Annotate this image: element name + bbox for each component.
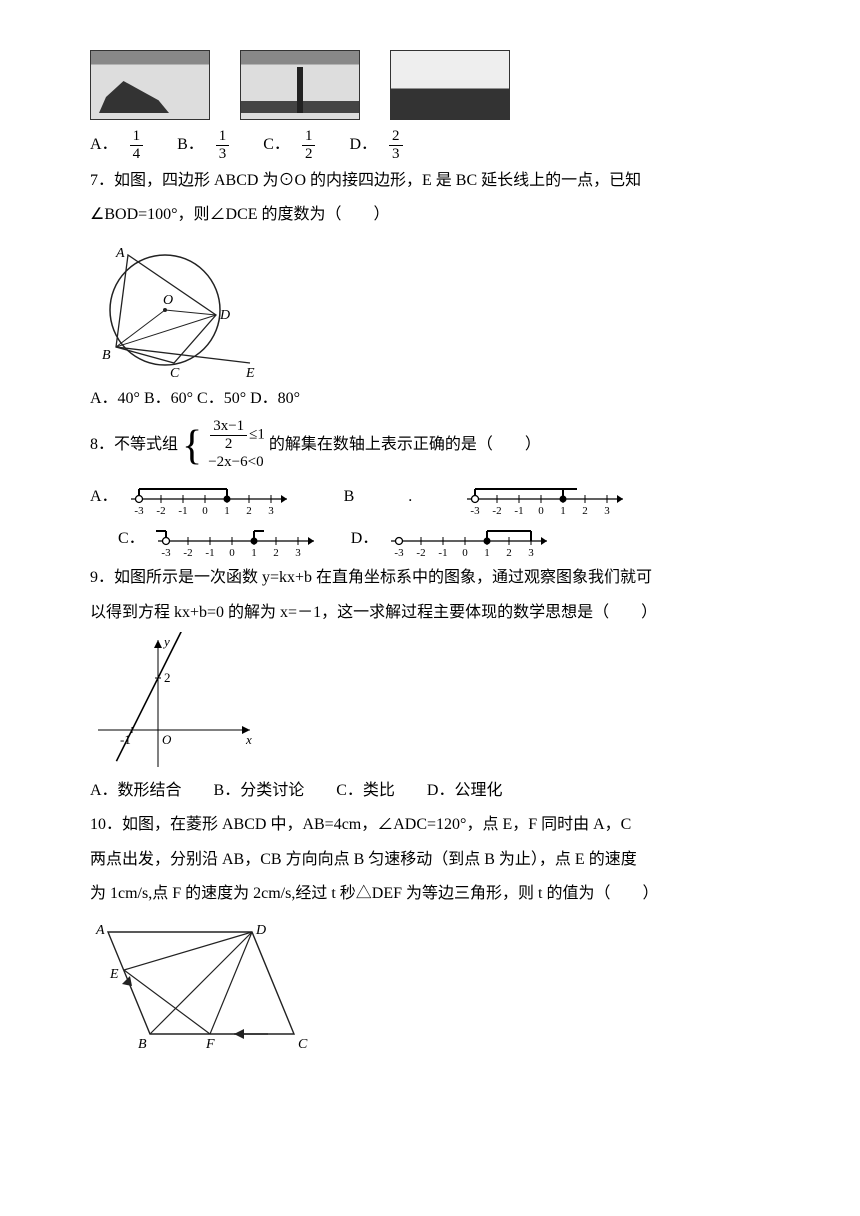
svg-text:-1: -1 (178, 505, 187, 517)
q7-text-1: 7．如图，四边形 ABCD 为⊙O 的内接四边形，E 是 BC 延长线上的一点，… (90, 166, 770, 196)
svg-text:2: 2 (273, 547, 279, 559)
svg-text:-1: -1 (120, 732, 131, 747)
q10-text-3: 为 1cm/s,点 F 的速度为 2cm/s,经过 t 秒△DEF 为等边三角形… (90, 879, 770, 909)
q8-numberline-br: -3 -2 -1 0 1 2 3 (460, 477, 640, 517)
svg-text:2: 2 (164, 670, 171, 685)
svg-text:O: O (163, 293, 173, 308)
svg-text:D: D (219, 308, 230, 323)
svg-text:-1: -1 (439, 547, 448, 559)
q6-option-c: C．12 (263, 136, 339, 153)
svg-text:-3: -3 (471, 505, 481, 517)
svg-text:B: B (138, 1037, 147, 1052)
svg-text:E: E (109, 967, 119, 982)
svg-text:-2: -2 (156, 505, 165, 517)
svg-text:A: A (95, 923, 105, 938)
q7-figure: A B C D E O (90, 235, 270, 380)
svg-text:-1: -1 (205, 547, 214, 559)
q8-row-2: C．-3-2-10123 D．-3-2-10123 (118, 519, 770, 559)
svg-text:3: 3 (529, 547, 535, 559)
svg-text:1: 1 (224, 505, 230, 517)
svg-text:C: C (170, 366, 180, 380)
svg-text:-3: -3 (161, 547, 171, 559)
q6-option-d: D．23 (349, 136, 422, 153)
svg-text:A: A (115, 246, 125, 261)
svg-text:D: D (255, 923, 266, 938)
svg-text:-3: -3 (395, 547, 405, 559)
svg-text:y: y (162, 634, 170, 649)
svg-text:2: 2 (582, 505, 588, 517)
q6-option-b: B．13 (177, 136, 253, 153)
svg-text:0: 0 (229, 547, 235, 559)
q10-text-2: 两点出发，分别沿 AB，CB 方向向点 B 匀速移动（到点 B 为止），点 E … (90, 845, 770, 875)
q8-stem: 8．不等式组 { 3x−12≤1 −2x−6<0 的解集在数轴上表示正确的是（ … (90, 418, 770, 473)
q9-figure: -1 2 Ox y (90, 632, 260, 772)
svg-text:E: E (245, 366, 255, 380)
svg-text:C: C (298, 1037, 308, 1052)
q9-text-1: 9．如图所示是一次函数 y=kx+b 在直角坐标系中的图象，通过观察图象我们就可 (90, 563, 770, 593)
svg-text:1: 1 (560, 505, 566, 517)
svg-text:x: x (245, 732, 252, 747)
thumbnail-2 (240, 50, 360, 120)
thumbnail-1 (90, 50, 210, 120)
svg-text:0: 0 (202, 505, 208, 517)
svg-text:1: 1 (485, 547, 491, 559)
svg-text:3: 3 (604, 505, 610, 517)
svg-text:2: 2 (246, 505, 252, 517)
svg-text:-2: -2 (493, 505, 502, 517)
thumbnail-3 (390, 50, 510, 120)
q8-numberline-c: -3 -2 -1 0 1 2 3 (151, 519, 331, 559)
q10-text-1: 10．如图，在菱形 ABCD 中，AB=4cm，∠ADC=120°，点 E，F … (90, 810, 770, 840)
svg-text:3: 3 (268, 505, 274, 517)
q7-options: A．40° B．60° C．50° D．80° (90, 384, 770, 414)
q8-numberline-a: -3 -2 -1 0 1 2 3 (124, 477, 304, 517)
svg-text:2: 2 (507, 547, 513, 559)
svg-text:0: 0 (463, 547, 469, 559)
q6-option-a: A．14 (90, 136, 167, 153)
svg-text:1: 1 (251, 547, 257, 559)
svg-text:O: O (162, 732, 172, 747)
svg-text:-1: -1 (515, 505, 524, 517)
q8-numberline-d: -3 -2 -1 0 1 2 3 (384, 519, 564, 559)
svg-text:3: 3 (295, 547, 301, 559)
svg-text:-2: -2 (417, 547, 426, 559)
svg-text:B: B (102, 348, 111, 363)
q6-thumbnails (90, 50, 770, 120)
q9-options: A．数形结合 B．分类讨论 C．类比 D．公理化 (90, 776, 770, 806)
svg-text:-3: -3 (134, 505, 144, 517)
svg-text:0: 0 (538, 505, 544, 517)
q7-text-2: ∠BOD=100°，则∠DCE 的度数为（ ） (90, 200, 770, 230)
q8-row-1: A．-3-2-10123 B . -3-2-10123 (90, 477, 770, 517)
q6-options: A．14 B．13 C．12 D．23 (90, 128, 770, 162)
svg-text:F: F (205, 1037, 215, 1052)
svg-text:-2: -2 (183, 547, 192, 559)
q10-figure: A D B C E F (90, 914, 320, 1059)
q9-text-2: 以得到方程 kx+b=0 的解为 x=－1，这一求解过程主要体现的数学思想是（ … (90, 598, 770, 628)
